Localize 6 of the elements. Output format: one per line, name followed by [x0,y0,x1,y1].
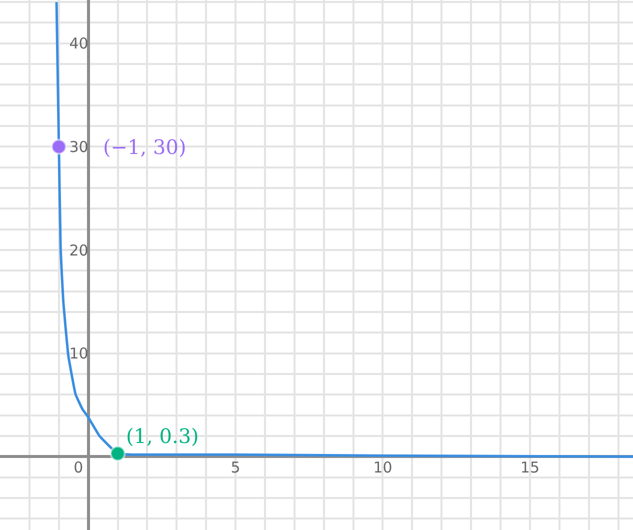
x-tick-label: 5 [230,458,240,477]
x-tick-label: 15 [520,458,540,477]
annotation: (−1, 30) [103,135,186,159]
x-tick-label: 10 [373,458,392,477]
annotation: (1, 0.3) [126,424,199,448]
x-tick-label: 0 [74,458,84,477]
